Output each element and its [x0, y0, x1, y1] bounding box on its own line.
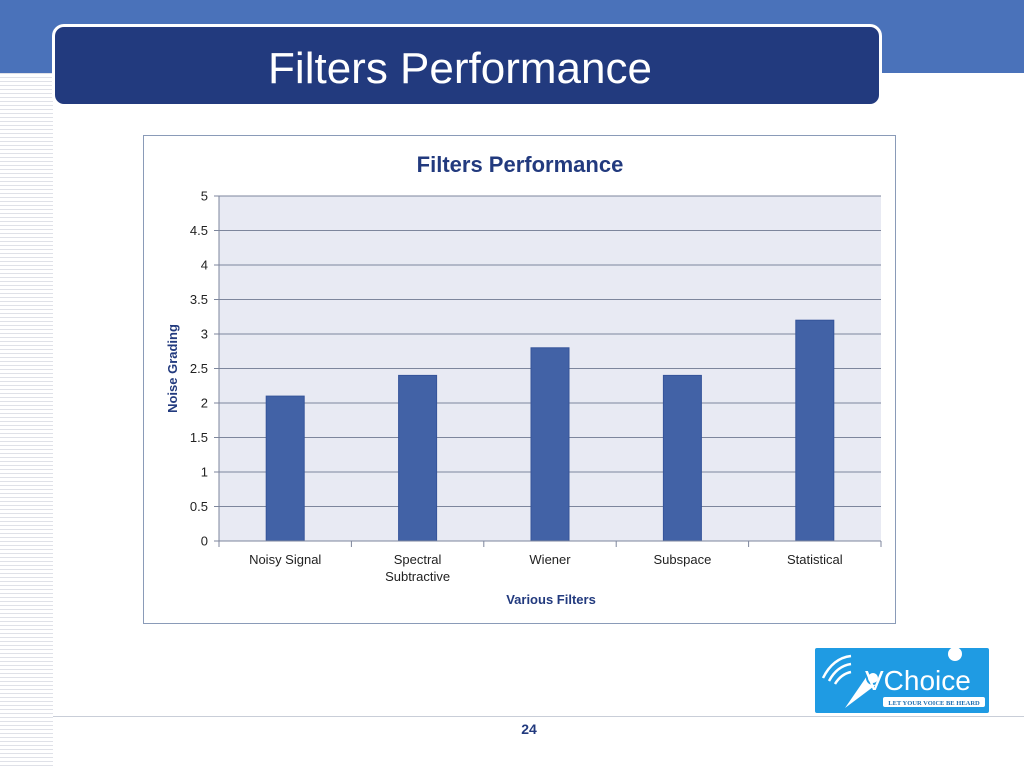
y-tick-label: 0 — [201, 534, 208, 549]
y-tick-label: 1 — [201, 465, 208, 480]
y-tick-label: 2.5 — [190, 361, 208, 376]
bar — [265, 395, 305, 542]
logo-wordmark: VChoice — [865, 665, 971, 696]
slide-title: Filters Performance — [268, 44, 652, 93]
vchoice-logo: VChoice LET YOUR VOICE BE HEARD — [815, 648, 989, 713]
bar — [795, 319, 835, 542]
y-tick-label: 0.5 — [190, 499, 208, 514]
y-tick-label: 3.5 — [190, 292, 208, 307]
x-tick-label: Statistical — [787, 552, 843, 567]
y-tick-label: 1.5 — [190, 430, 208, 445]
x-tick-label: Noisy Signal — [249, 552, 321, 567]
left-stripe-decoration — [0, 73, 53, 768]
y-tick-label: 3 — [201, 327, 208, 342]
chart-title: Filters Performance — [417, 152, 624, 177]
logo-tagline: LET YOUR VOICE BE HEARD — [888, 700, 980, 707]
bar — [530, 347, 570, 542]
y-tick-label: 2 — [201, 396, 208, 411]
bar-chart: Filters Performance 0 0.5 1 1.5 2 2.5 3 3.5 4 4.5… — [165, 152, 882, 607]
chart-frame: Filters Performance 0 0.5 1 1.5 2 2.5 3 3.5 4 4.5… — [143, 135, 896, 624]
bar — [662, 374, 702, 542]
x-tick-label: Wiener — [529, 552, 571, 567]
x-tick-label: Subspace — [653, 552, 711, 567]
x-tick-label: Spectral Subtractive — [385, 552, 450, 584]
page-number: 24 — [521, 721, 537, 737]
title-bar: Filters Performance — [52, 24, 882, 107]
y-tick-label: 4 — [201, 258, 208, 273]
x-axis-label: Various Filters — [506, 592, 596, 607]
y-axis-label: Noise Grading — [165, 324, 180, 413]
y-tick-label: 5 — [201, 189, 208, 204]
y-tick-label: 4.5 — [190, 223, 208, 238]
footer-divider — [53, 716, 1024, 717]
bar — [398, 374, 438, 542]
